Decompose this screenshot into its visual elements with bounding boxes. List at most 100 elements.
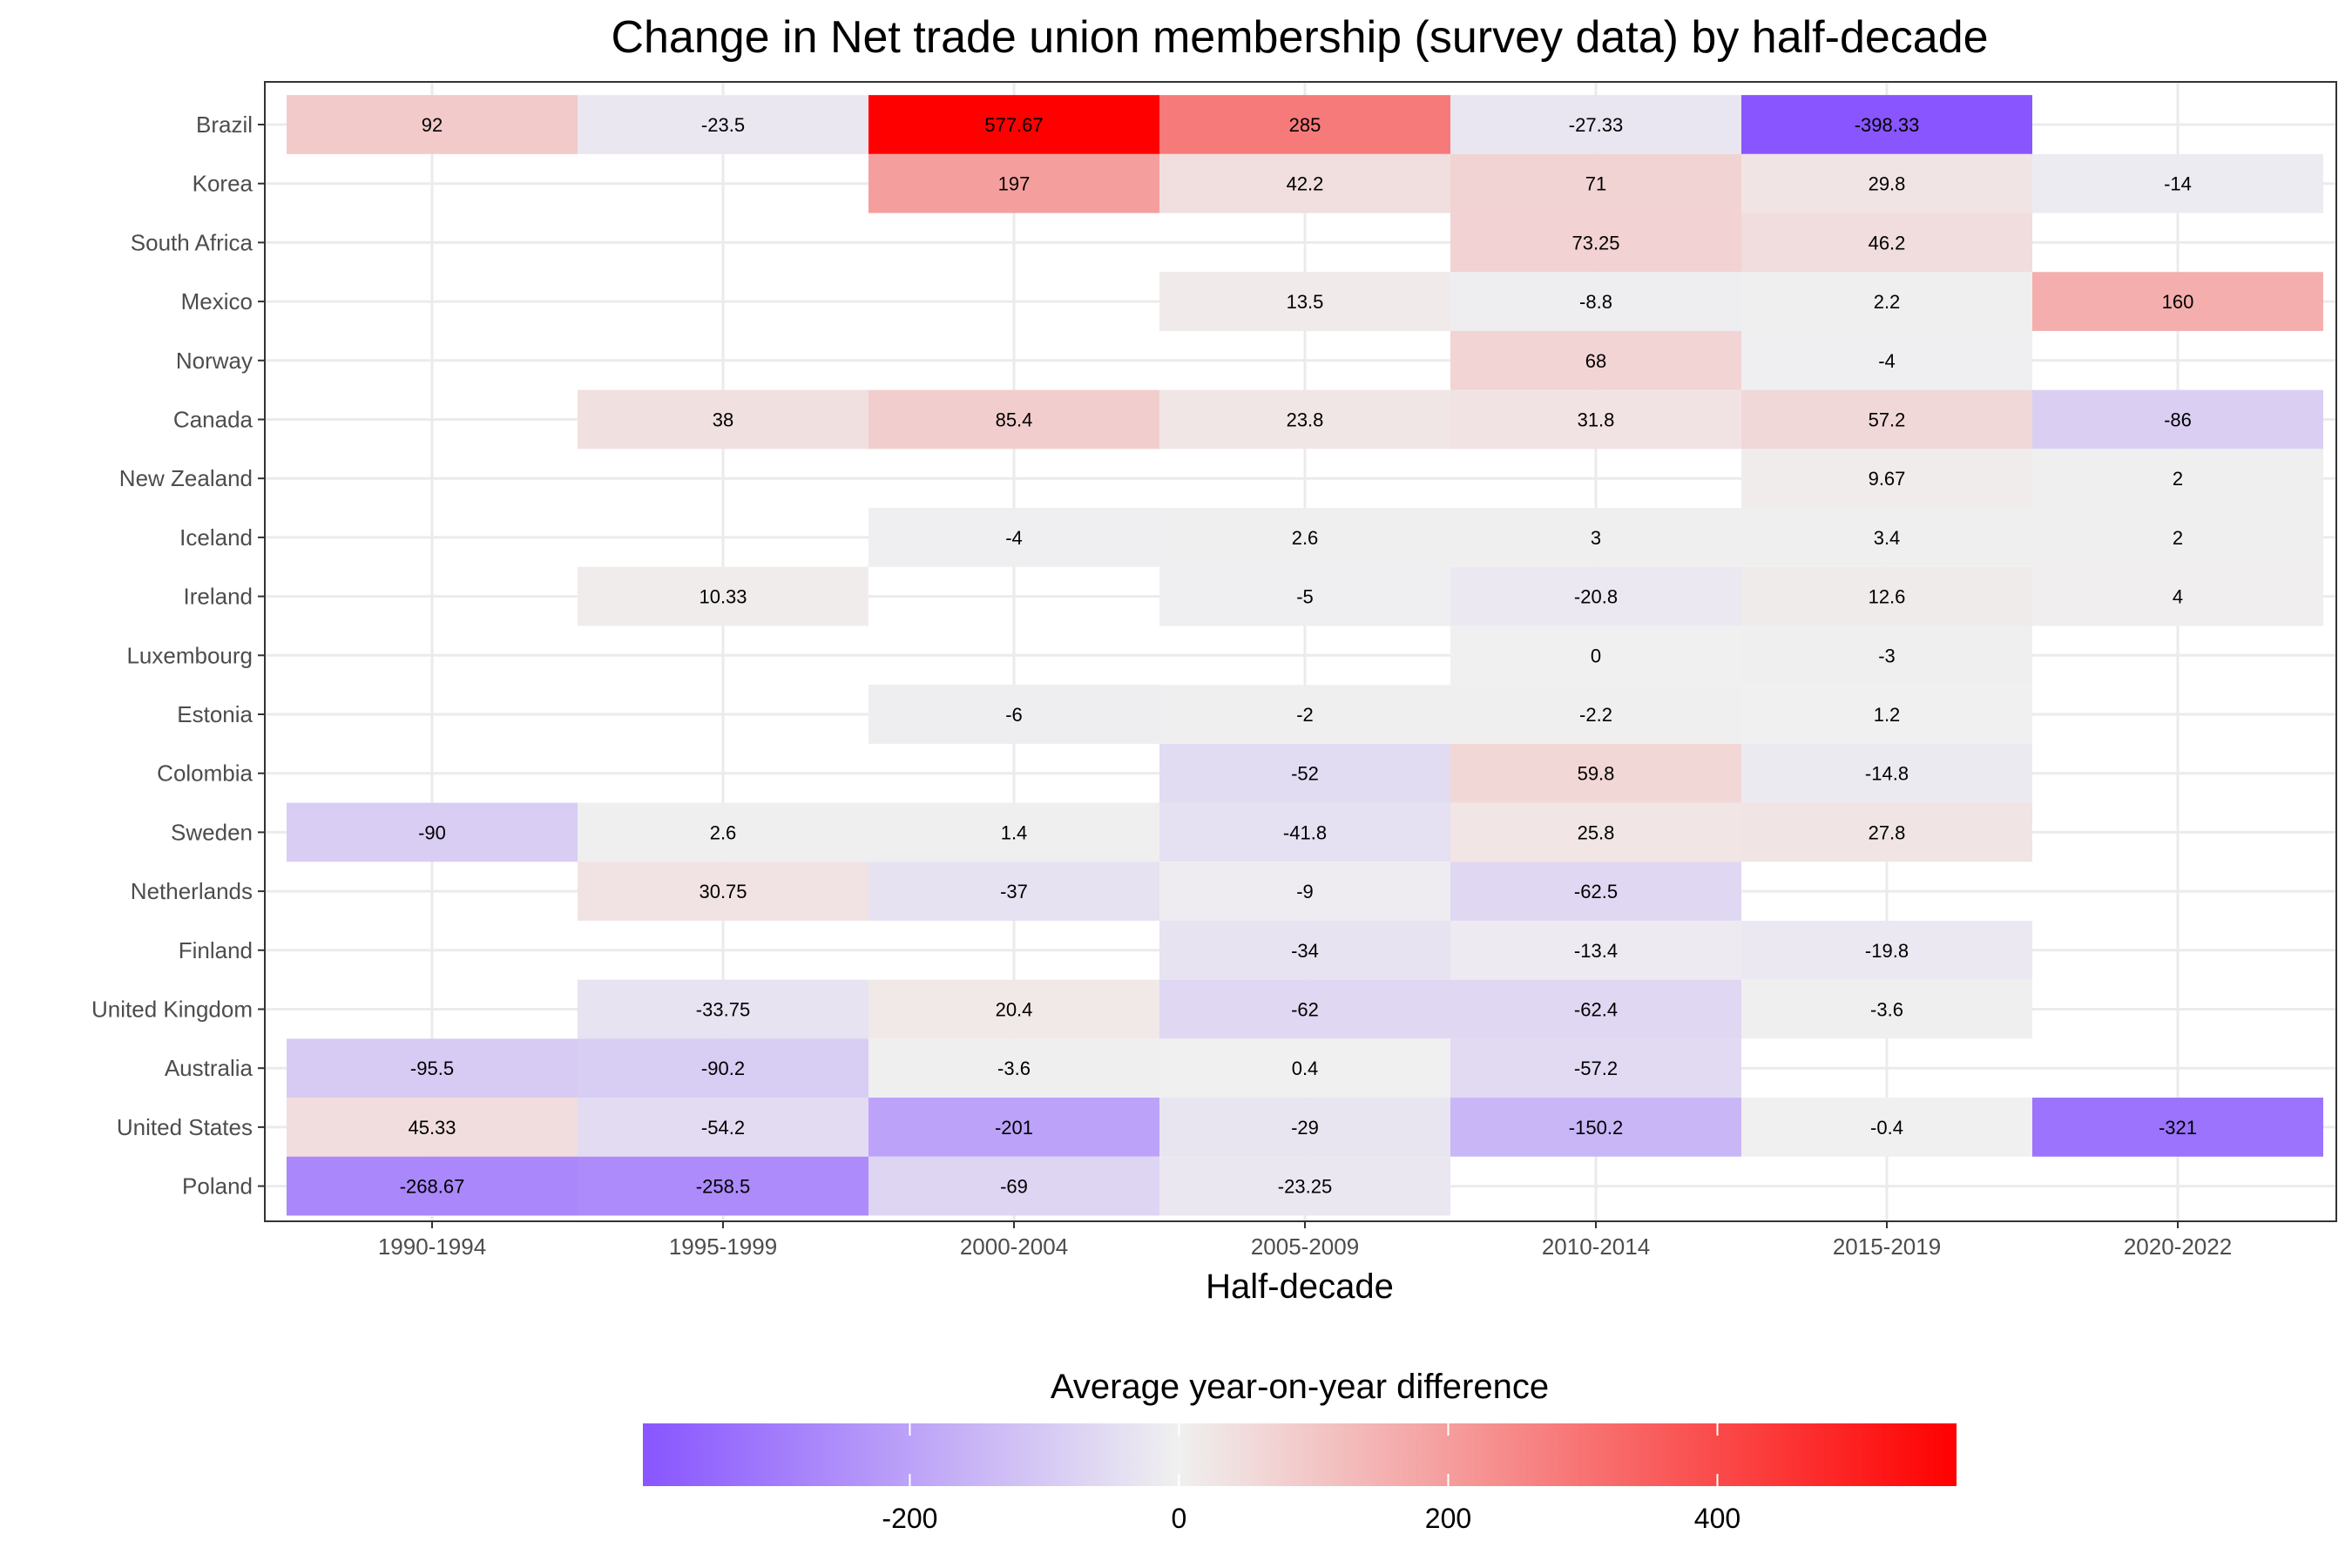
x-tick-label: 2010-2014 xyxy=(1542,1233,1650,1260)
heatmap-cell xyxy=(1450,95,1741,154)
cell-value-label: -33.75 xyxy=(696,999,750,1021)
legend-tick-label: -200 xyxy=(882,1503,937,1534)
x-tick-label: 2020-2022 xyxy=(2124,1233,2232,1260)
cell-value-label: 46.2 xyxy=(1869,232,1906,253)
heatmap-cell xyxy=(1741,685,2032,744)
heatmap-cell xyxy=(1159,802,1450,862)
cell-value-label: 85.4 xyxy=(996,409,1033,431)
heatmap-cell xyxy=(1159,862,1450,921)
heatmap-cell xyxy=(1741,743,2032,803)
cell-value-label: 9.67 xyxy=(1869,468,1906,490)
cell-value-label: -268.67 xyxy=(400,1176,465,1198)
cell-value-label: -90 xyxy=(418,821,446,843)
panel-border xyxy=(264,81,2337,1222)
cell-value-label: 577.67 xyxy=(984,114,1043,136)
heatmap-cell xyxy=(578,1038,868,1098)
heatmap-cell xyxy=(1450,566,1741,626)
heatmap-cell xyxy=(1741,1098,2032,1157)
cell-value-label: -23.25 xyxy=(1278,1176,1332,1198)
heatmap-cell xyxy=(2032,272,2323,331)
heatmap-cell xyxy=(1741,272,2032,331)
y-tick-label: Netherlands xyxy=(131,878,253,904)
y-tick-label: New Zealand xyxy=(119,465,253,491)
x-tick-label: 2015-2019 xyxy=(1833,1233,1941,1260)
cell-value-label: -13.4 xyxy=(1574,940,1618,962)
heatmap-cell xyxy=(1741,802,2032,862)
cell-value-label: -62 xyxy=(1291,999,1319,1021)
heatmap-cell xyxy=(2032,1098,2323,1157)
cell-value-label: 31.8 xyxy=(1578,409,1615,431)
heatmap-cell xyxy=(2032,153,2323,213)
cell-value-label: -29 xyxy=(1291,1117,1319,1139)
cell-value-label: 0 xyxy=(1591,645,1601,666)
heatmap-cell xyxy=(1450,330,1741,390)
heatmap-cell xyxy=(287,1156,578,1216)
heatmap-cell xyxy=(1159,153,1450,213)
cell-value-label: 2 xyxy=(2173,527,2183,549)
y-tick-label: Iceland xyxy=(179,524,253,551)
heatmap-cell xyxy=(1741,330,2032,390)
cell-value-label: -69 xyxy=(1000,1176,1028,1198)
cell-value-label: -62.4 xyxy=(1574,999,1618,1021)
cell-value-label: -6 xyxy=(1005,704,1023,726)
cell-value-label: -3 xyxy=(1878,645,1896,666)
heatmap-cell xyxy=(1741,508,2032,567)
heatmap-cell xyxy=(578,979,868,1039)
y-tick-label: Canada xyxy=(173,407,253,433)
cell-value-label: -4 xyxy=(1005,527,1023,549)
y-tick-label: South Africa xyxy=(131,229,253,255)
cell-value-label: -4 xyxy=(1878,350,1896,372)
cell-value-label: -90.2 xyxy=(701,1058,745,1079)
heatmap-cell xyxy=(287,1038,578,1098)
y-tick-label: Poland xyxy=(182,1173,253,1200)
heatmap-cell xyxy=(868,389,1159,449)
heatmap-cell xyxy=(1450,862,1741,921)
heatmap-cell xyxy=(1159,389,1450,449)
heatmap-cell xyxy=(1159,1098,1450,1157)
y-axis-ticks: Brazil Korea South Africa Mexico Norway Canad… xyxy=(91,112,265,1200)
heatmap-cell xyxy=(1450,153,1741,213)
cell-value-label: -3.6 xyxy=(1870,999,1903,1021)
heatmap-cell xyxy=(868,862,1159,921)
x-axis-title: Half-decade xyxy=(1206,1267,1394,1306)
cell-value-label: -34 xyxy=(1291,940,1319,962)
y-tick-label: Sweden xyxy=(171,819,253,845)
heatmap-cells xyxy=(287,95,2323,1216)
cell-value-label: 42.2 xyxy=(1287,173,1324,195)
cell-value-label: 3.4 xyxy=(1874,527,1901,549)
cell-value-label: 27.8 xyxy=(1869,821,1906,843)
legend-colorbar xyxy=(643,1423,1957,1486)
heatmap-cell xyxy=(868,1038,1159,1098)
heatmap-cell xyxy=(868,95,1159,154)
cell-value-label: -3.6 xyxy=(997,1058,1031,1079)
heatmap-cell xyxy=(578,802,868,862)
heatmap-cell xyxy=(1450,389,1741,449)
heatmap-cell xyxy=(1741,95,2032,154)
cell-value-label: -23.5 xyxy=(701,114,745,136)
cell-value-label: 38 xyxy=(713,409,733,431)
heatmap-cell xyxy=(287,1098,578,1157)
heatmap-cell xyxy=(868,1156,1159,1216)
heatmap-cell xyxy=(578,1098,868,1157)
heatmap-cell xyxy=(1450,743,1741,803)
cell-value-label: 2.6 xyxy=(1292,527,1319,549)
cell-value-label: 4 xyxy=(2173,586,2183,608)
cell-value-label: -95.5 xyxy=(410,1058,454,1079)
heatmap-cell xyxy=(1159,685,1450,744)
cell-value-label: 197 xyxy=(998,173,1031,195)
heatmap-cell xyxy=(1159,979,1450,1039)
heatmap-cell xyxy=(1159,1156,1450,1216)
cell-value-label: 160 xyxy=(2162,291,2194,313)
y-tick-label: Brazil xyxy=(196,112,253,138)
cell-value-label: 3 xyxy=(1591,527,1601,549)
cell-value-label: -5 xyxy=(1296,586,1314,608)
cell-value-label: 1.4 xyxy=(1001,821,1028,843)
heatmap-cell xyxy=(1450,802,1741,862)
cell-value-label: 12.6 xyxy=(1869,586,1906,608)
cell-value-label: -54.2 xyxy=(701,1117,745,1139)
heatmap-cell xyxy=(2032,508,2323,567)
heatmap-cell xyxy=(1741,449,2032,509)
heatmap-cell xyxy=(868,153,1159,213)
y-tick-label: Norway xyxy=(176,348,253,374)
